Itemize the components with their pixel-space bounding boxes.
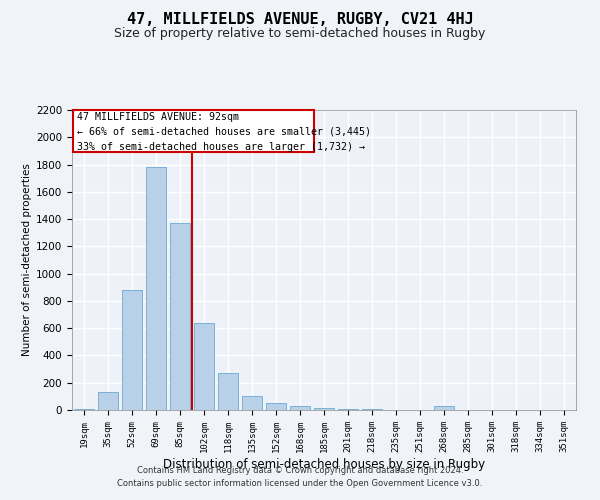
Bar	[218, 373, 238, 410]
X-axis label: Distribution of semi-detached houses by size in Rugby: Distribution of semi-detached houses by …	[163, 458, 485, 470]
Bar	[338, 408, 358, 410]
Bar	[146, 168, 166, 410]
Bar	[242, 396, 262, 410]
Text: 47, MILLFIELDS AVENUE, RUGBY, CV21 4HJ: 47, MILLFIELDS AVENUE, RUGBY, CV21 4HJ	[127, 12, 473, 28]
Bar	[290, 406, 310, 410]
Text: Contains HM Land Registry data © Crown copyright and database right 2024.
Contai: Contains HM Land Registry data © Crown c…	[118, 466, 482, 487]
Bar	[74, 408, 94, 410]
Bar	[98, 392, 118, 410]
FancyBboxPatch shape	[73, 110, 314, 152]
Bar	[170, 223, 190, 410]
Y-axis label: Number of semi-detached properties: Number of semi-detached properties	[22, 164, 32, 356]
Bar	[194, 322, 214, 410]
Text: Size of property relative to semi-detached houses in Rugby: Size of property relative to semi-detach…	[115, 28, 485, 40]
Bar	[434, 406, 454, 410]
Bar	[122, 290, 142, 410]
Bar	[314, 408, 334, 410]
Bar	[266, 403, 286, 410]
Text: 47 MILLFIELDS AVENUE: 92sqm
← 66% of semi-detached houses are smaller (3,445)
33: 47 MILLFIELDS AVENUE: 92sqm ← 66% of sem…	[77, 112, 371, 152]
